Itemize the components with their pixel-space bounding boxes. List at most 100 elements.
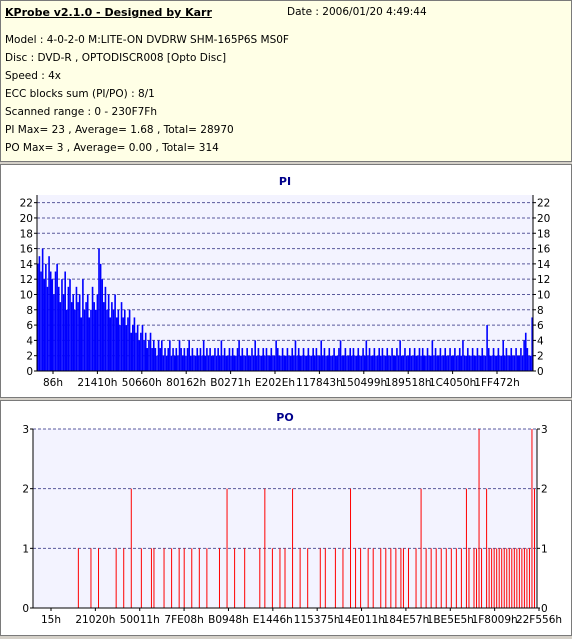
- pi-bar: [75, 286, 78, 371]
- pi-bar: [114, 294, 116, 371]
- pi-bar: [405, 355, 408, 371]
- pi-bar: [380, 355, 382, 371]
- pi-bar: [313, 355, 316, 371]
- pi-bar: [132, 325, 134, 371]
- pi-bar: [325, 355, 327, 371]
- scan-date: Date : 2006/01/20 4:49:44: [287, 6, 427, 18]
- y-tick-label-right: 20: [537, 213, 550, 225]
- y-tick-label-right: 16: [537, 244, 551, 256]
- pi-bar: [230, 355, 232, 371]
- pi-bar: [349, 348, 352, 371]
- pi-bar: [217, 348, 219, 371]
- pi-bar: [83, 309, 86, 371]
- pi-bar: [362, 348, 364, 371]
- pi-bar: [198, 355, 200, 371]
- pi-bar: [173, 355, 176, 371]
- pi-bar: [117, 309, 120, 371]
- pi-bar: [41, 248, 44, 371]
- y-tick-label-right: 14: [537, 259, 551, 271]
- pi-bar: [434, 348, 437, 371]
- pi-bar: [64, 271, 66, 371]
- y-tick-label-right: 12: [537, 274, 550, 286]
- pi-bar: [104, 286, 107, 371]
- pi-bar: [260, 355, 263, 371]
- pi-bar: [491, 355, 493, 371]
- pi-bar: [495, 355, 498, 371]
- pi-bar: [429, 355, 432, 371]
- pi-bar: [62, 294, 65, 371]
- pi-bar: [115, 317, 118, 371]
- pi-bar: [478, 355, 480, 371]
- pi-bar: [291, 348, 294, 371]
- pi-bar: [247, 355, 250, 371]
- pi-bar: [471, 348, 474, 371]
- pi-bar: [410, 355, 413, 371]
- disc-line: Disc : DVD-R , OPTODISCR008 [Opto Disc]: [5, 52, 227, 64]
- pi-bar: [305, 355, 308, 371]
- pi-bar: [328, 348, 331, 371]
- pi-bar: [256, 355, 258, 371]
- pi-bar: [206, 348, 208, 371]
- pi-bar: [371, 355, 374, 371]
- pi-bar: [363, 355, 366, 371]
- pi-bar: [473, 355, 476, 371]
- pi-bar: [244, 355, 247, 371]
- pi-bar: [359, 355, 361, 371]
- pi-bar: [204, 355, 207, 371]
- pi-bar: [202, 340, 205, 371]
- pi-bar: [309, 355, 311, 371]
- pi-bar: [516, 355, 519, 371]
- pi-bar: [458, 348, 461, 371]
- pi-bar: [296, 355, 298, 371]
- x-tick-label: 7FE08h: [164, 614, 203, 626]
- pi-bar: [270, 348, 273, 371]
- pi-stats-line: PI Max= 23 , Average= 1.68 , Total= 2897…: [5, 124, 234, 136]
- pi-bar: [80, 317, 83, 371]
- pi-bar: [96, 294, 99, 371]
- pi-bar: [322, 355, 324, 371]
- pi-bar: [336, 355, 339, 371]
- pi-bar: [299, 355, 302, 371]
- pi-bar: [376, 355, 379, 371]
- pi-bar: [72, 294, 75, 371]
- pi-bar: [107, 294, 110, 371]
- pi-bar: [252, 355, 255, 371]
- pi-bar: [136, 325, 139, 371]
- pi-bar: [508, 355, 511, 371]
- pi-bar: [65, 309, 68, 371]
- pi-bar: [446, 355, 448, 371]
- pi-bar: [524, 332, 527, 371]
- pi-bar: [409, 348, 411, 371]
- pi-bar: [49, 271, 52, 371]
- pi-bar: [444, 348, 447, 371]
- pi-bar: [331, 355, 334, 371]
- pi-bar: [479, 355, 482, 371]
- pi-bar: [272, 355, 274, 371]
- pi-bar: [99, 263, 102, 371]
- pi-bar: [90, 309, 92, 371]
- pi-bar: [423, 355, 426, 371]
- pi-bar: [450, 355, 453, 371]
- y-tick-label-left: 12: [20, 274, 33, 286]
- pi-bar: [222, 355, 224, 371]
- info-header: KProbe v2.1.0 - Designed by Karr Date : …: [0, 0, 572, 162]
- pi-bar: [476, 348, 479, 371]
- pi-bar: [48, 256, 50, 371]
- pi-bar: [310, 355, 313, 371]
- pi-bar: [214, 348, 216, 371]
- x-tick-label: 117843h: [296, 377, 343, 389]
- pi-bar: [180, 348, 182, 371]
- pi-bar: [515, 348, 517, 371]
- pi-bar: [268, 355, 271, 371]
- pi-bar: [280, 355, 282, 371]
- pi-bar: [91, 286, 94, 371]
- pi-bar: [251, 348, 253, 371]
- pi-bar: [51, 279, 54, 371]
- pi-bar: [383, 355, 385, 371]
- pi-bar: [231, 348, 234, 371]
- pi-bar: [370, 355, 372, 371]
- pi-bar: [460, 355, 463, 371]
- x-tick-label: 1BE5E5h: [427, 614, 474, 626]
- y-tick-label-left: 3: [22, 424, 29, 436]
- pi-bar: [402, 355, 405, 371]
